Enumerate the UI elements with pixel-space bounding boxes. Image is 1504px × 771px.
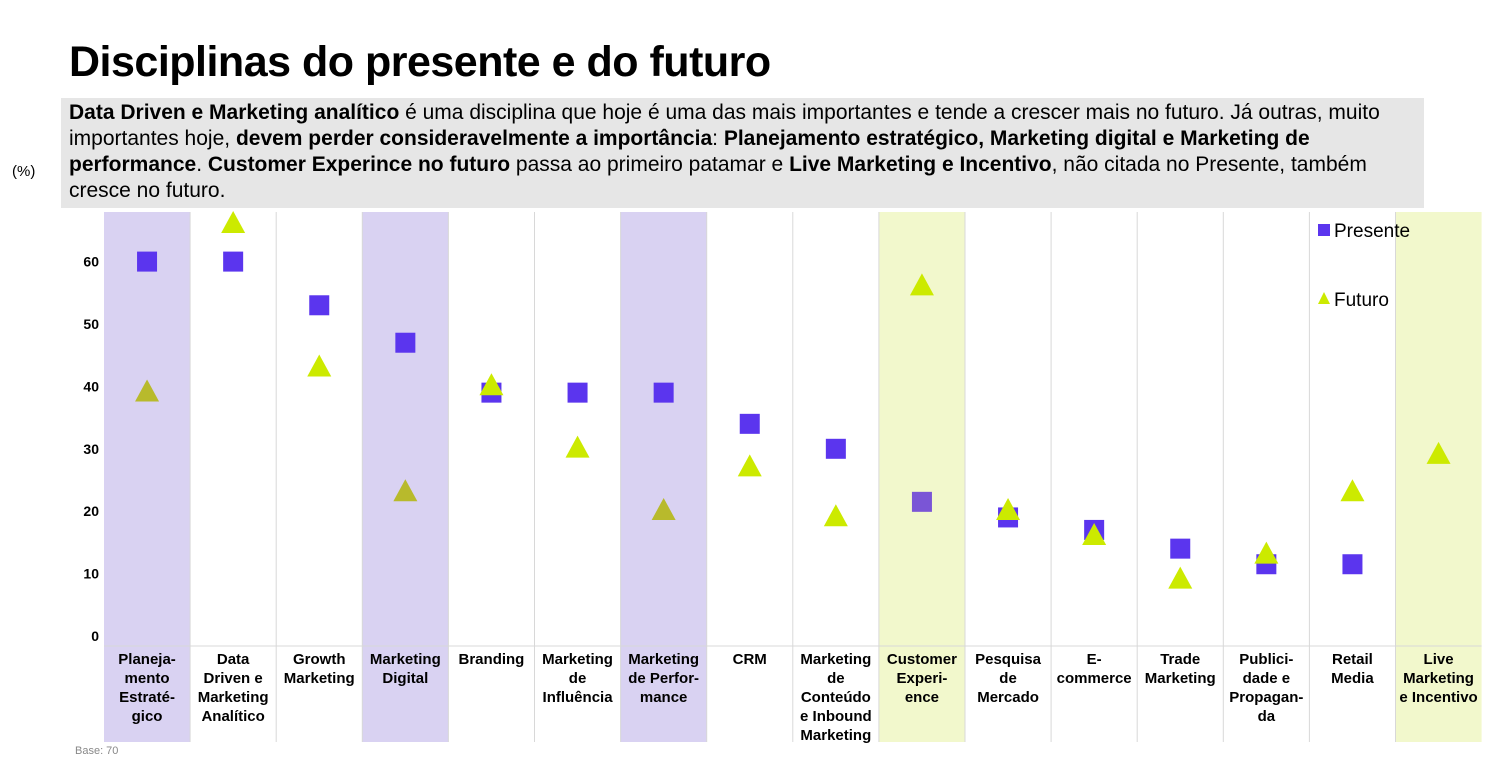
category-label: Marketing de Conteúdo e Inbound Marketin… bbox=[800, 651, 872, 744]
y-tick-label: 0 bbox=[91, 628, 99, 644]
category-label: Live Marketing e Incentivo bbox=[1399, 651, 1478, 706]
description-segment: Data Driven e Marketing analítico bbox=[69, 101, 400, 124]
unit-label: (%) bbox=[12, 163, 36, 180]
legend-futuro-label: Futuro bbox=[1334, 290, 1389, 311]
presente-point bbox=[309, 295, 330, 316]
category-label: Trade Marketing bbox=[1144, 651, 1216, 687]
futuro-point bbox=[221, 210, 246, 233]
legend-presente-marker bbox=[1318, 224, 1330, 236]
futuro-point bbox=[996, 498, 1021, 520]
y-tick-label: 30 bbox=[83, 441, 99, 457]
description-segment: : bbox=[712, 127, 724, 150]
presente-point bbox=[1342, 554, 1363, 575]
y-tick-label: 40 bbox=[83, 378, 99, 394]
futuro-point bbox=[1340, 479, 1365, 502]
y-tick-label: 20 bbox=[83, 503, 99, 519]
presente-point bbox=[395, 332, 416, 353]
presente-point bbox=[653, 382, 674, 403]
presente-point bbox=[223, 251, 244, 272]
description-segment: Live Marketing e Incentivo bbox=[789, 153, 1052, 176]
category-label: Growth Marketing bbox=[283, 651, 355, 687]
category-label: Retail Media bbox=[1331, 651, 1374, 687]
futuro-point bbox=[651, 498, 676, 520]
description-segment: Planejamento estratégico, Marketing digi… bbox=[69, 127, 1310, 176]
category-label: Pesquisa de Mercado bbox=[975, 651, 1041, 706]
futuro-point bbox=[393, 479, 418, 502]
futuro-point bbox=[1168, 566, 1193, 589]
category-label: E- commerce bbox=[1056, 651, 1132, 687]
futuro-point bbox=[307, 354, 332, 377]
highlight-band bbox=[362, 212, 449, 742]
futuro-point bbox=[1082, 522, 1107, 545]
category-label: CRM bbox=[732, 651, 767, 668]
description-segment: . bbox=[196, 153, 208, 176]
futuro-point bbox=[565, 435, 590, 458]
highlight-band bbox=[878, 212, 965, 742]
legend-futuro-marker bbox=[1318, 292, 1330, 304]
category-label: Marketing de Perfor- mance bbox=[628, 651, 700, 706]
description-segment: , não citada no Presente, também cresce … bbox=[69, 153, 1367, 202]
presente-point bbox=[567, 382, 588, 403]
description-segment: passa ao primeiro patamar e bbox=[510, 153, 790, 176]
description-box: Data Driven e Marketing analítico é uma … bbox=[61, 98, 1424, 208]
category-label: Customer Experi- ence bbox=[886, 651, 957, 706]
futuro-point bbox=[909, 273, 934, 296]
presente-point bbox=[739, 413, 760, 434]
description-segment: é uma disciplina que hoje é uma das mais… bbox=[69, 101, 1380, 150]
highlight-band bbox=[620, 212, 707, 742]
futuro-point bbox=[823, 504, 848, 527]
page-title: Disciplinas do presente e do futuro bbox=[69, 38, 771, 86]
category-label: Planeja- mento Estraté- gico bbox=[118, 651, 176, 725]
description-segment: Customer Experince no futuro bbox=[207, 153, 511, 176]
category-label: Branding bbox=[458, 651, 525, 668]
base-note: Base: 70 bbox=[75, 745, 119, 757]
highlight-band bbox=[1395, 212, 1482, 742]
futuro-point bbox=[479, 373, 504, 396]
description-segment: devem perder consideravelmente a importâ… bbox=[235, 127, 713, 150]
legend-presente-label: Presente bbox=[1334, 221, 1410, 242]
category-label: Marketing de Influência bbox=[542, 651, 613, 706]
category-label: Publici- dade e Propagan- da bbox=[1229, 651, 1304, 725]
y-tick-label: 10 bbox=[83, 566, 99, 582]
futuro-point bbox=[1254, 541, 1279, 564]
presente-point bbox=[1170, 538, 1191, 559]
futuro-point bbox=[135, 379, 160, 402]
y-tick-label: 60 bbox=[83, 254, 99, 270]
futuro-point bbox=[737, 454, 762, 477]
futuro-point bbox=[1426, 441, 1451, 464]
presente-point bbox=[911, 491, 932, 512]
presente-point bbox=[137, 251, 158, 272]
highlight-band bbox=[104, 212, 191, 742]
category-label: Data Driven e Marketing Analítico bbox=[197, 651, 269, 725]
category-label: Marketing Digital bbox=[369, 651, 441, 687]
presente-point bbox=[825, 438, 846, 459]
y-tick-label: 50 bbox=[83, 316, 99, 332]
